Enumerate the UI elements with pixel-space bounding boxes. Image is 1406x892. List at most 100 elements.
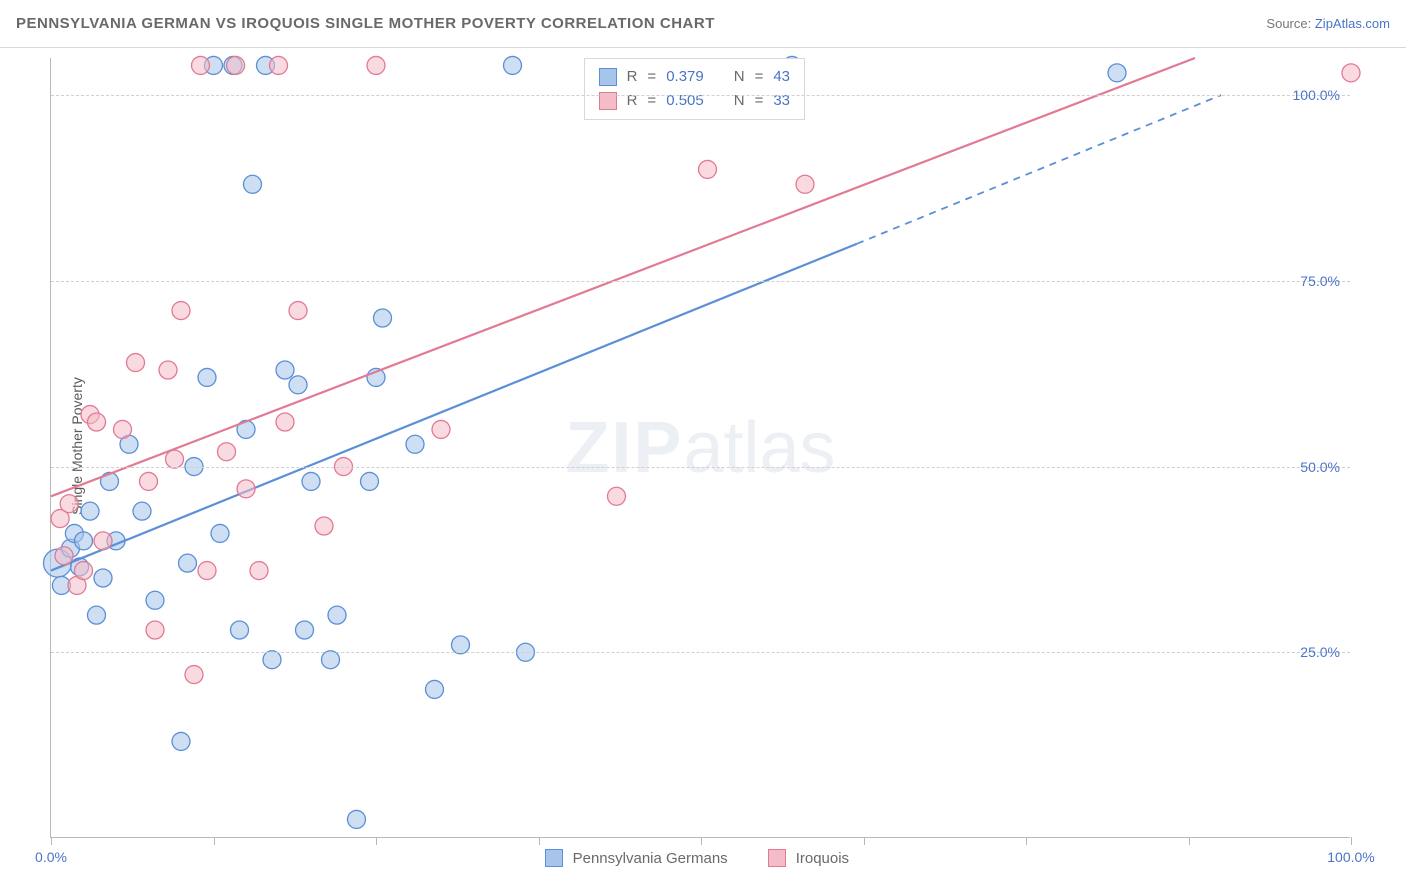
data-point bbox=[270, 56, 288, 74]
series-swatch bbox=[599, 68, 617, 86]
x-tick-label: 0.0% bbox=[35, 849, 67, 865]
data-point bbox=[114, 420, 132, 438]
data-point bbox=[315, 517, 333, 535]
stat-n-label: N bbox=[734, 65, 745, 89]
stats-row: R = 0.505 N = 33 bbox=[599, 89, 790, 113]
legend-label: Pennsylvania Germans bbox=[573, 850, 728, 867]
x-tick bbox=[1189, 837, 1190, 845]
y-tick-label: 75.0% bbox=[1300, 273, 1340, 289]
data-point bbox=[263, 651, 281, 669]
data-point bbox=[302, 472, 320, 490]
data-point bbox=[166, 450, 184, 468]
x-tick-label: 100.0% bbox=[1327, 849, 1374, 865]
x-tick bbox=[1351, 837, 1352, 845]
trend-line bbox=[51, 58, 1195, 496]
stat-eq: = bbox=[647, 89, 656, 113]
x-tick bbox=[1026, 837, 1027, 845]
gridline bbox=[51, 95, 1350, 96]
data-point bbox=[237, 480, 255, 498]
gridline bbox=[51, 467, 1350, 468]
data-point bbox=[172, 732, 190, 750]
data-point bbox=[75, 562, 93, 580]
stat-n-value: 43 bbox=[773, 65, 790, 89]
chart-header: PENNSYLVANIA GERMAN VS IROQUOIS SINGLE M… bbox=[0, 0, 1406, 48]
legend-swatch bbox=[768, 849, 786, 867]
data-point bbox=[227, 56, 245, 74]
data-point bbox=[348, 810, 366, 828]
x-tick bbox=[51, 837, 52, 845]
data-point bbox=[699, 160, 717, 178]
data-point bbox=[406, 435, 424, 453]
legend-label: Iroquois bbox=[796, 850, 849, 867]
source-label: Source: bbox=[1266, 16, 1311, 31]
source-attribution: Source: ZipAtlas.com bbox=[1266, 16, 1390, 31]
data-point bbox=[88, 606, 106, 624]
source-link[interactable]: ZipAtlas.com bbox=[1315, 16, 1390, 31]
data-point bbox=[796, 175, 814, 193]
data-point bbox=[426, 680, 444, 698]
data-point bbox=[133, 502, 151, 520]
data-point bbox=[608, 487, 626, 505]
x-tick bbox=[864, 837, 865, 845]
data-point bbox=[88, 413, 106, 431]
x-tick bbox=[539, 837, 540, 845]
data-point bbox=[1108, 64, 1126, 82]
data-point bbox=[146, 591, 164, 609]
stat-n-label: N bbox=[734, 89, 745, 113]
data-point bbox=[94, 532, 112, 550]
data-point bbox=[452, 636, 470, 654]
stat-n-value: 33 bbox=[773, 89, 790, 113]
data-point bbox=[211, 524, 229, 542]
trend-line bbox=[51, 244, 857, 571]
stats-box: R = 0.379 N = 43 R = 0.505 N = 33 bbox=[584, 58, 805, 120]
data-point bbox=[504, 56, 522, 74]
data-point bbox=[172, 302, 190, 320]
data-point bbox=[146, 621, 164, 639]
chart-title: PENNSYLVANIA GERMAN VS IROQUOIS SINGLE M… bbox=[16, 15, 715, 32]
legend-item: Pennsylvania Germans bbox=[545, 849, 728, 867]
data-point bbox=[55, 547, 73, 565]
data-point bbox=[276, 361, 294, 379]
data-point bbox=[81, 502, 99, 520]
data-point bbox=[1342, 64, 1360, 82]
gridline bbox=[51, 281, 1350, 282]
plot-area: ZIPatlas R=0.379N=43R=0.505N=33 Pennsylv… bbox=[50, 58, 1350, 838]
stat-eq: = bbox=[755, 89, 764, 113]
y-tick-label: 25.0% bbox=[1300, 644, 1340, 660]
stat-r-value: 0.379 bbox=[666, 65, 704, 89]
y-tick-label: 50.0% bbox=[1300, 459, 1340, 475]
data-point bbox=[94, 569, 112, 587]
scatter-svg bbox=[51, 58, 1350, 837]
data-point bbox=[432, 420, 450, 438]
data-point bbox=[185, 666, 203, 684]
data-point bbox=[289, 376, 307, 394]
stats-row: R = 0.379 N = 43 bbox=[599, 65, 790, 89]
stat-r-label: R bbox=[627, 89, 638, 113]
data-point bbox=[127, 354, 145, 372]
data-point bbox=[192, 56, 210, 74]
data-point bbox=[198, 368, 216, 386]
stat-r-value: 0.505 bbox=[666, 89, 704, 113]
data-point bbox=[198, 562, 216, 580]
data-point bbox=[231, 621, 249, 639]
stat-r-label: R bbox=[627, 65, 638, 89]
data-point bbox=[322, 651, 340, 669]
stat-eq: = bbox=[647, 65, 656, 89]
data-point bbox=[179, 554, 197, 572]
legend-item: Iroquois bbox=[768, 849, 849, 867]
x-tick bbox=[214, 837, 215, 845]
data-point bbox=[218, 443, 236, 461]
x-tick bbox=[701, 837, 702, 845]
y-tick-label: 100.0% bbox=[1293, 87, 1340, 103]
data-point bbox=[367, 56, 385, 74]
data-point bbox=[289, 302, 307, 320]
data-point bbox=[296, 621, 314, 639]
legend-swatch bbox=[545, 849, 563, 867]
data-point bbox=[250, 562, 268, 580]
data-point bbox=[361, 472, 379, 490]
x-tick bbox=[376, 837, 377, 845]
gridline bbox=[51, 652, 1350, 653]
stat-eq: = bbox=[755, 65, 764, 89]
data-point bbox=[244, 175, 262, 193]
legend: Pennsylvania Germans Iroquois bbox=[545, 849, 849, 867]
